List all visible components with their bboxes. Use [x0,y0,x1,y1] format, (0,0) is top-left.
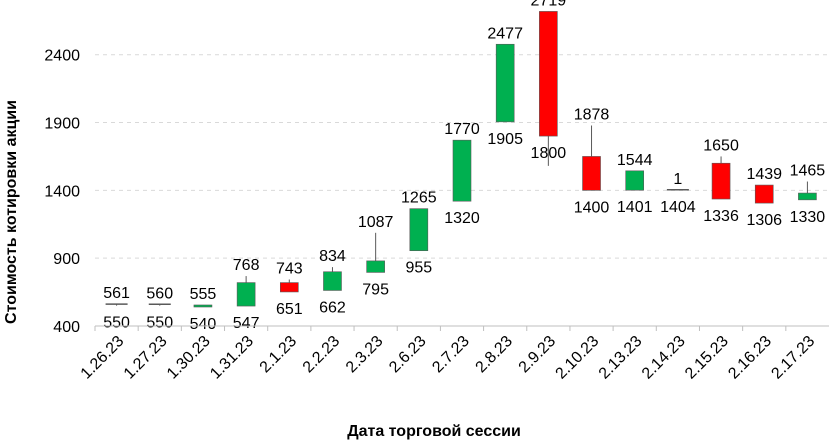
data-label-low: 547 [233,315,260,332]
x-tick-label: 1.30.23 [164,333,214,383]
x-tick-label: 1.31.23 [207,333,257,383]
data-label-high: 1465 [790,163,826,180]
data-label-high: 743 [276,260,303,277]
data-label-low: 1905 [487,131,523,148]
x-tick-label: 2.14.23 [639,333,689,383]
data-label-high: 1650 [703,137,739,154]
data-label-high: 560 [146,285,173,302]
data-label-high: 1 [673,171,682,188]
data-label-high: 1087 [358,214,394,231]
candle-body [452,139,472,202]
data-label-low: 651 [276,301,303,318]
data-label-low: 1330 [790,209,826,226]
y-tick-label: 900 [53,251,80,268]
candle-body [495,43,515,123]
candle-body [193,304,213,308]
data-label-low: 1320 [444,210,480,227]
data-label-high: 834 [319,248,346,265]
x-tick-label: 2.1.23 [257,333,301,377]
data-label-low: 1336 [703,208,739,225]
x-tick-label: 2.10.23 [553,333,603,383]
data-label-high: 1544 [617,152,653,169]
data-label-low: 795 [362,281,389,298]
candle-body [236,282,256,307]
x-tick-label: 2.16.23 [725,333,775,383]
x-tick-label: 2.13.23 [596,333,646,383]
data-label-high: 1265 [401,190,437,207]
y-tick-label: 400 [53,319,80,336]
candle-body [754,184,774,204]
data-label-high: 768 [233,257,260,274]
x-tick-label: 2.6.23 [386,333,430,377]
x-tick-label: 2.15.23 [682,333,732,383]
data-label-high: 1878 [574,107,610,124]
y-tick-label: 1900 [44,116,80,133]
data-labels: 561 550 560 550 555 540 768 547 743 651 834 662 1087… [103,0,825,333]
data-label-low: 662 [319,299,346,316]
gridlines [95,54,829,259]
candle-body [539,11,558,137]
candles [105,11,817,308]
y-tick-label: 2400 [44,48,80,65]
candle-body [711,162,731,200]
x-tick-label: 2.2.23 [300,333,344,377]
y-tick-label: 1400 [44,183,80,200]
candle-body [582,156,601,191]
x-tick-label: 2.8.23 [473,333,517,377]
candle-body [279,282,299,293]
data-label-low: 540 [190,316,217,333]
data-label-high: 2719 [531,0,567,9]
data-label-high: 555 [190,286,217,303]
data-label-high: 1439 [746,166,782,183]
data-label-low: 550 [103,315,130,332]
data-label-low: 1800 [531,145,567,162]
candle-body [798,192,817,201]
data-label-low: 1400 [574,199,610,216]
data-label-low: 955 [405,260,432,277]
candle-body [323,271,342,291]
candle-body [625,170,645,191]
data-label-low: 1401 [617,199,653,216]
data-label-low: 1306 [746,212,782,229]
data-label-low: 1404 [660,199,696,216]
x-tick-label: 1.27.23 [121,333,171,383]
x-tick-label: 2.3.23 [343,333,387,377]
y-axis: 400 900 1400 1900 2400 [44,48,80,336]
x-tick-label: 2.17.23 [768,333,818,383]
data-label-high: 561 [103,285,130,302]
data-label-high: 2477 [487,25,523,42]
x-axis-title: Дата торговой сессии [347,423,521,440]
x-tick-label: 1.26.23 [78,333,128,383]
x-tick-label: 2.7.23 [429,333,473,377]
y-axis-title: Стоимость котировки акции [3,100,20,324]
candle-body [366,260,385,273]
data-label-high: 1770 [444,121,480,138]
x-axis: 1.26.231.27.231.30.231.31.23 2.1.23 2.2.23… [78,325,829,383]
data-label-low: 550 [146,315,173,332]
candle-body [409,208,429,252]
